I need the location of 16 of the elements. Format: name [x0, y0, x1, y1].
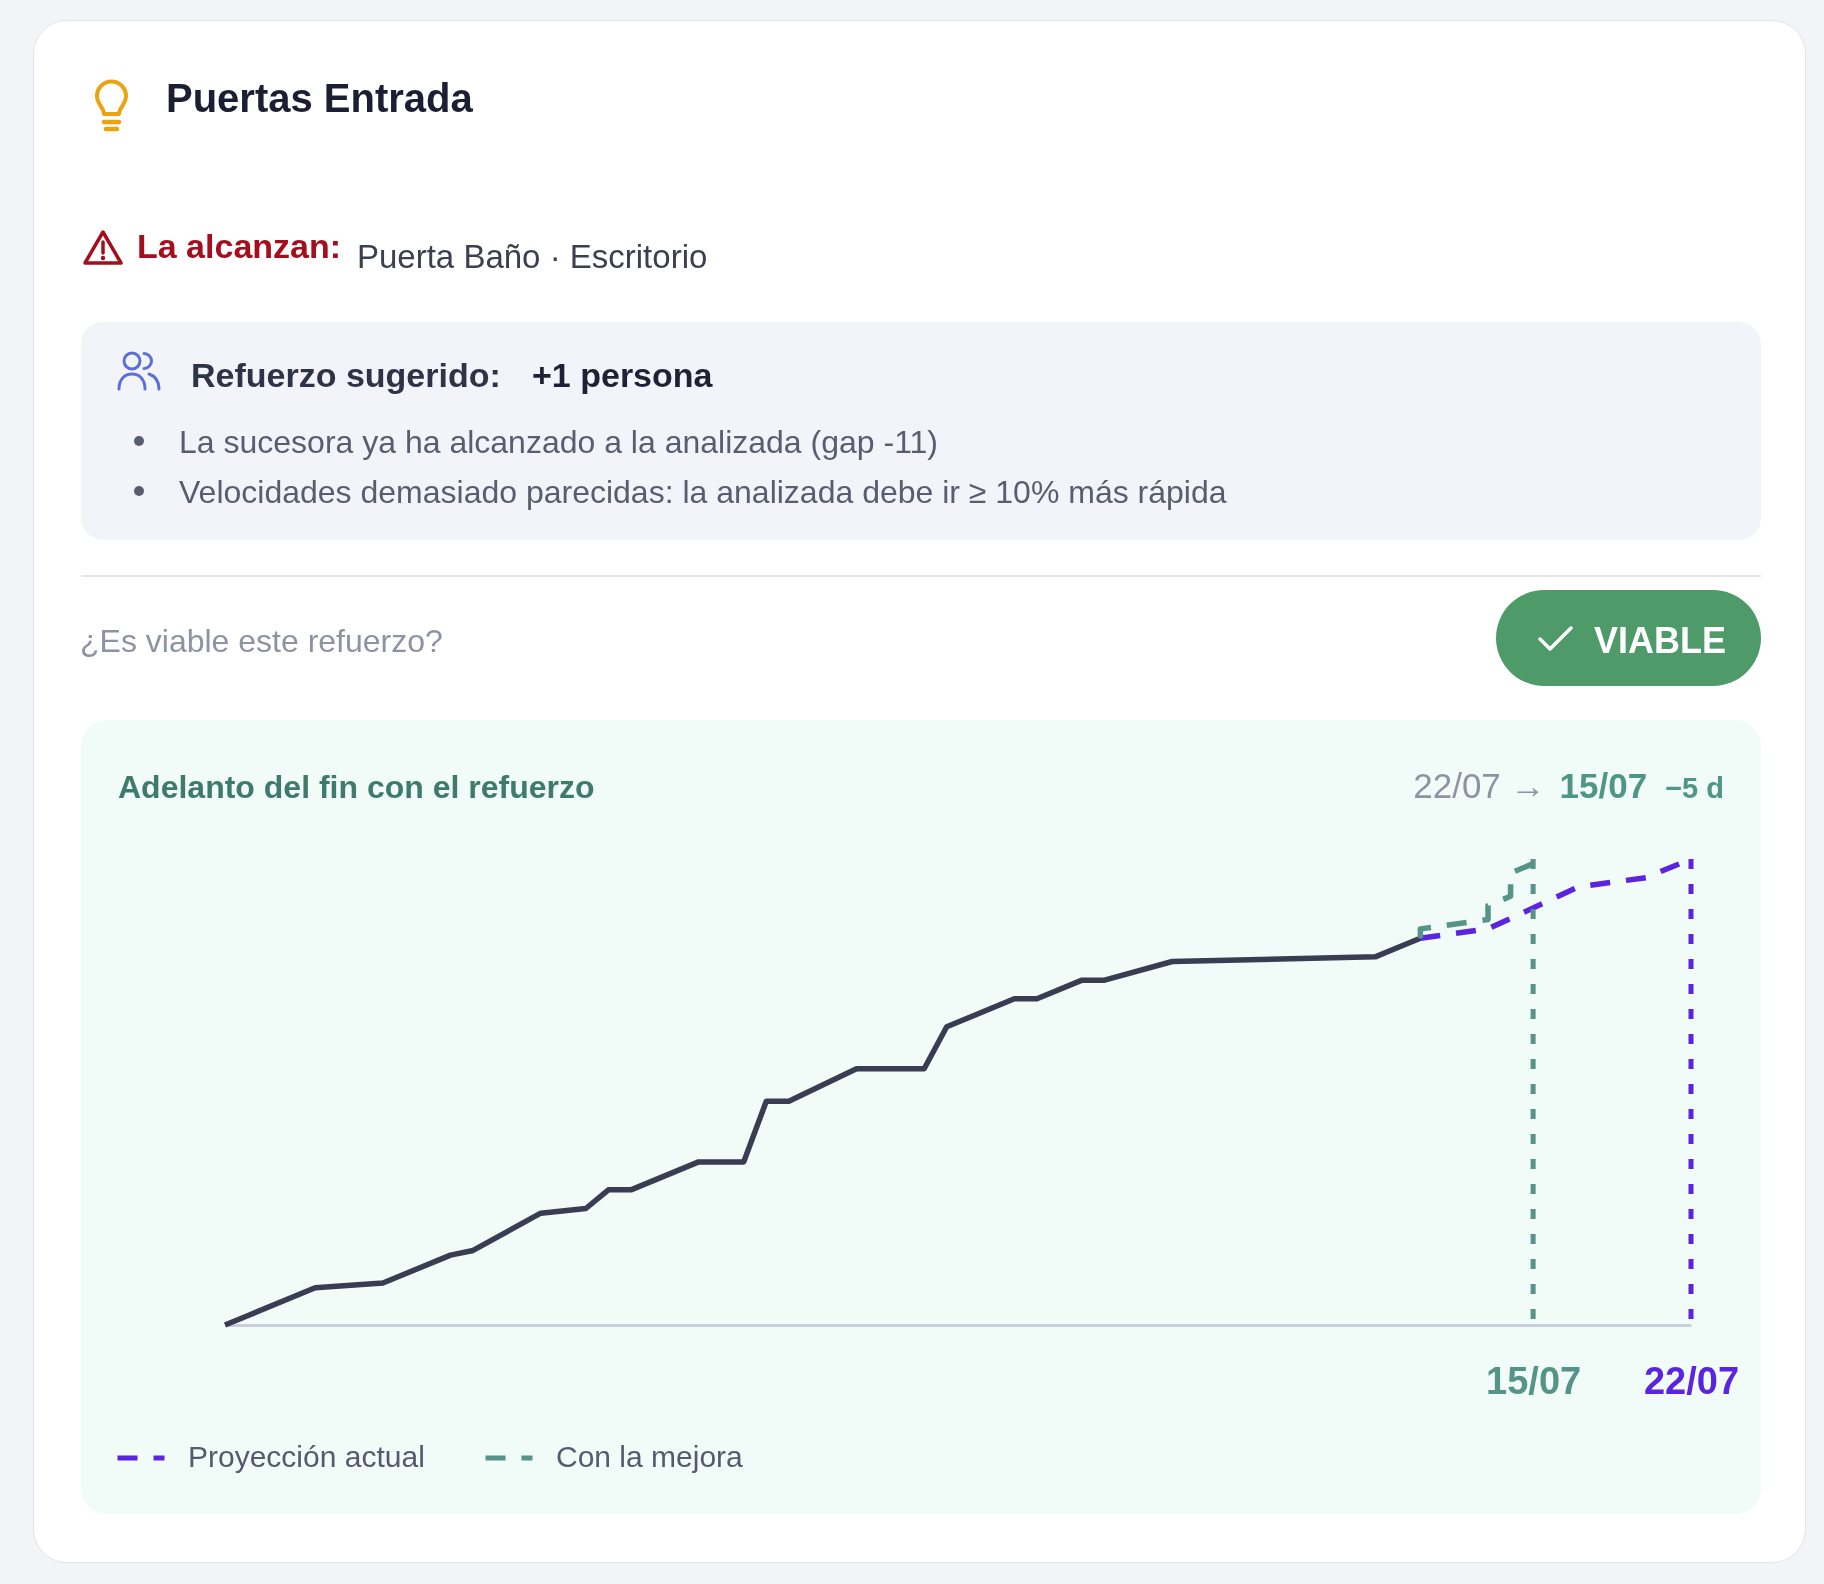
text: 22/07 → — [1413, 766, 1546, 805]
text: Velocidades demasiado parecidas: la analizada debe ir ≥ 10% más rápida — [179, 474, 1227, 510]
text: VIABLE — [1594, 620, 1727, 661]
legend-label: Con la mejora — [556, 1440, 744, 1473]
text: 15/07 — [1559, 766, 1648, 805]
legend-label: Proyección actual — [188, 1440, 425, 1473]
text: Refuerzo sugerido: — [191, 356, 501, 394]
x-tick-label: 22/07 — [1643, 1359, 1740, 1402]
chart-title: Puertas Entrada — [166, 76, 473, 120]
text: −5 d — [1665, 772, 1724, 804]
text: ¿Es viable este refuerzo? — [80, 623, 443, 659]
text: La alcanzan: — [137, 227, 342, 265]
text: +1 persona — [532, 356, 713, 394]
text: Puerta Baño · Escritorio — [357, 238, 708, 275]
chart-subtitle: Adelanto del fin con el refuerzo — [118, 769, 595, 805]
text: La sucesora ya ha alcanzado a la analizada (gap -11) — [179, 424, 939, 460]
